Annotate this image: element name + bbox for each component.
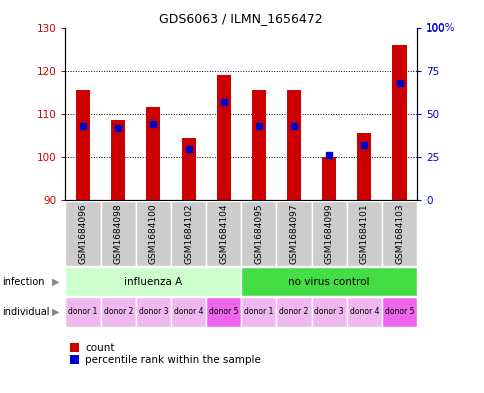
Text: donor 3: donor 3: [138, 307, 168, 316]
Bar: [311, 297, 346, 327]
Text: infection: infection: [2, 277, 45, 286]
Bar: [392, 45, 406, 200]
Text: GSM1684100: GSM1684100: [149, 203, 158, 264]
Text: donor 1: donor 1: [243, 307, 273, 316]
Bar: [65, 297, 101, 327]
Text: GSM1684102: GSM1684102: [183, 204, 193, 264]
Text: GSM1684103: GSM1684103: [394, 203, 403, 264]
Bar: [287, 90, 301, 200]
Bar: [276, 201, 311, 266]
Bar: [311, 201, 346, 266]
Text: 100%: 100%: [424, 22, 454, 33]
Text: GSM1684098: GSM1684098: [113, 203, 122, 264]
Text: donor 4: donor 4: [173, 307, 203, 316]
Text: donor 2: donor 2: [279, 307, 308, 316]
Bar: [171, 297, 206, 327]
Bar: [146, 107, 160, 200]
Text: donor 4: donor 4: [349, 307, 378, 316]
Bar: [111, 120, 125, 200]
Bar: [381, 297, 416, 327]
Text: donor 3: donor 3: [314, 307, 343, 316]
Text: percentile rank within the sample: percentile rank within the sample: [85, 354, 260, 365]
Bar: [381, 201, 416, 266]
Text: donor 1: donor 1: [68, 307, 98, 316]
Bar: [357, 133, 371, 200]
Bar: [206, 201, 241, 266]
Text: GSM1684095: GSM1684095: [254, 203, 263, 264]
Bar: [241, 297, 276, 327]
Text: influenza A: influenza A: [124, 277, 182, 286]
Bar: [181, 138, 195, 200]
Bar: [251, 90, 265, 200]
Text: GSM1684099: GSM1684099: [324, 203, 333, 264]
Bar: [216, 75, 230, 200]
Bar: [241, 201, 276, 266]
Bar: [101, 297, 136, 327]
Bar: [101, 201, 136, 266]
Bar: [170, 201, 206, 266]
Bar: [241, 267, 416, 296]
Bar: [65, 267, 241, 296]
Bar: [136, 201, 171, 266]
Text: no virus control: no virus control: [288, 277, 369, 286]
Bar: [346, 297, 381, 327]
Text: count: count: [85, 343, 114, 353]
Text: donor 2: donor 2: [103, 307, 133, 316]
Text: GSM1684104: GSM1684104: [219, 204, 228, 264]
Text: individual: individual: [2, 307, 50, 317]
Bar: [65, 201, 101, 266]
Text: GSM1684097: GSM1684097: [289, 203, 298, 264]
Bar: [136, 297, 171, 327]
Bar: [346, 201, 381, 266]
Text: GSM1684096: GSM1684096: [78, 203, 88, 264]
Bar: [321, 157, 335, 200]
Text: donor 5: donor 5: [384, 307, 413, 316]
Bar: [206, 297, 241, 327]
Text: ▶: ▶: [52, 277, 59, 286]
Title: GDS6063 / ILMN_1656472: GDS6063 / ILMN_1656472: [159, 12, 322, 25]
Text: GSM1684101: GSM1684101: [359, 203, 368, 264]
Bar: [276, 297, 311, 327]
Text: ▶: ▶: [52, 307, 59, 317]
Bar: [76, 90, 90, 200]
Text: donor 5: donor 5: [209, 307, 238, 316]
